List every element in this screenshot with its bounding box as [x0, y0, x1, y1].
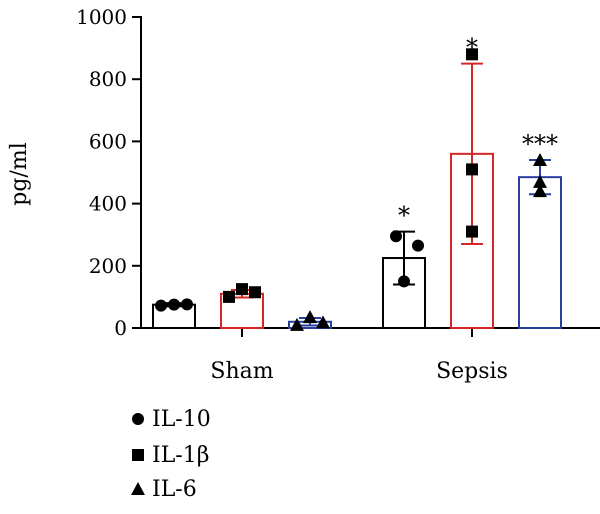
y-axis-title: pg/ml: [7, 142, 32, 205]
data-point: [181, 298, 193, 311]
data-points: [155, 48, 547, 331]
data-point: [236, 283, 248, 296]
legend-item: IL-10: [132, 407, 211, 432]
y-tick-label: 600: [89, 129, 127, 153]
y-axis: 0 200 400 600 800 1000: [76, 5, 142, 340]
data-point: [131, 482, 145, 495]
data-point: [249, 286, 261, 299]
data-point: [398, 275, 410, 288]
x-axis: [140, 327, 600, 337]
legend-label: IL-6: [152, 477, 197, 502]
data-point: [390, 230, 402, 243]
data-point: [132, 413, 144, 425]
data-point: [223, 290, 235, 303]
significance-label: *: [466, 34, 478, 62]
data-point: [533, 184, 547, 198]
data-point: [290, 317, 304, 331]
legend-item: IL-6: [131, 477, 197, 502]
significance-label: ***: [522, 130, 558, 158]
data-point: [412, 239, 424, 252]
data-point: [132, 449, 144, 461]
data-point: [533, 153, 547, 167]
data-point: [303, 310, 317, 324]
y-tick-label: 1000: [76, 5, 127, 29]
bar: [518, 176, 562, 329]
category-labels: Sham Sepsis: [210, 359, 508, 384]
y-tick-label: 400: [89, 192, 127, 216]
data-point: [155, 299, 167, 312]
y-tick-label: 200: [89, 254, 127, 278]
significance-labels: *****: [398, 34, 558, 230]
data-point: [466, 163, 478, 176]
legend-item: IL-1β: [132, 443, 209, 468]
data-point: [168, 298, 180, 311]
data-point: [533, 174, 547, 188]
category-label: Sham: [210, 359, 273, 384]
y-tick-label: 800: [89, 67, 127, 91]
bars: [152, 152, 562, 330]
category-label: Sepsis: [436, 359, 508, 384]
significance-label: *: [398, 202, 410, 230]
y-tick-label: 0: [114, 316, 127, 340]
data-point: [466, 225, 478, 238]
legend-label: IL-10: [152, 407, 211, 432]
legend-label: IL-1β: [152, 443, 209, 468]
data-point: [316, 315, 330, 329]
legend: IL-10 IL-1β IL-6: [131, 407, 211, 502]
data-point: [466, 48, 478, 61]
bar: [382, 257, 426, 329]
